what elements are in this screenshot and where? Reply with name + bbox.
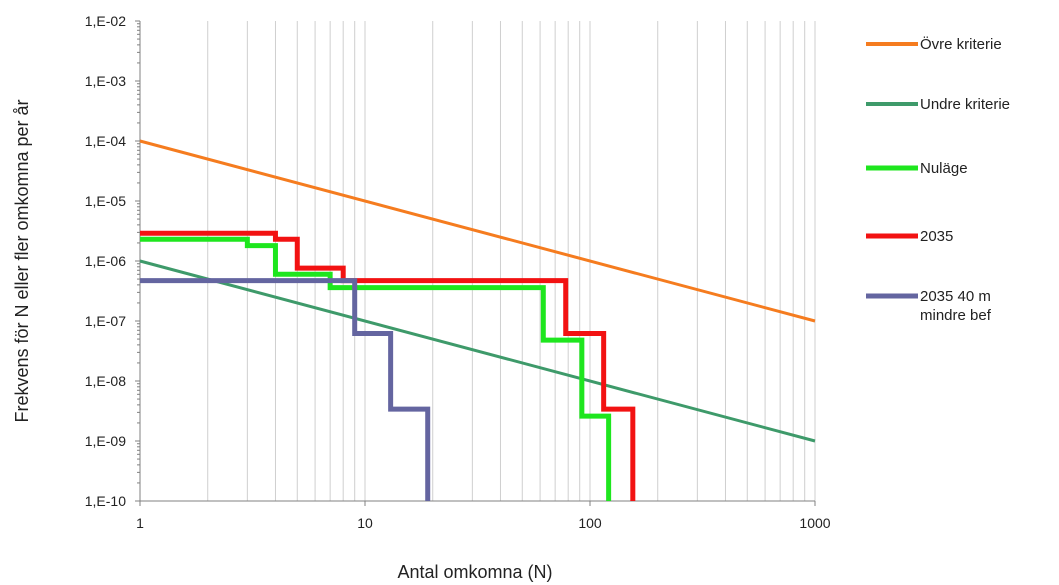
- series-line-3: [140, 236, 612, 501]
- x-axis-title: Antal omkomna (N): [397, 562, 552, 582]
- legend-label-line: mindre bef: [920, 307, 992, 324]
- legend-item-5: 2035 40 m mindre bef: [866, 288, 992, 324]
- axes: [135, 20, 816, 506]
- legend-label: Övre kriterie: [920, 35, 1002, 53]
- y-tick-label: 1,E-08: [85, 373, 126, 389]
- tick-labels: 1,E-02 1,E-03 1,E-04 1,E-05 1,E-06 1,E-07 1,E-…: [85, 13, 831, 531]
- legend-label-line: Undre kriterie: [920, 96, 1010, 113]
- series-line-2: [139, 259, 816, 443]
- legend-label-line: 2035 40 m: [920, 288, 991, 305]
- x-tick-label: 1000: [799, 515, 830, 531]
- legend: Övre kriterie Undre kriterie Nuläge 2035 203…: [866, 35, 1010, 324]
- legend-label: 2035: [920, 228, 953, 245]
- y-tick-label: 1,E-09: [85, 433, 126, 449]
- legend-label-line: 2035: [920, 228, 953, 245]
- y-tick-label: 1,E-06: [85, 253, 126, 269]
- legend-item-3: Nuläge: [866, 160, 968, 177]
- series-line-5: [140, 278, 431, 501]
- legend-label: Undre kriterie: [920, 96, 1010, 113]
- legend-label: 2035 40 m mindre bef: [920, 288, 992, 324]
- y-tick-label: 1,E-04: [85, 133, 126, 149]
- series-line-4: [140, 230, 636, 501]
- legend-label-line: Nuläge: [920, 160, 968, 177]
- y-axis-title: Frekvens för N eller fler omkomna per år: [12, 99, 32, 422]
- y-tick-label: 1,E-03: [85, 73, 126, 89]
- y-tick-label: 1,E-05: [85, 193, 126, 209]
- y-tick-label: 1,E-07: [85, 313, 126, 329]
- y-tick-label: 1,E-02: [85, 13, 126, 29]
- legend-label-line: Övre kriterie: [920, 35, 1002, 53]
- series-line-1: [139, 139, 816, 323]
- series-layer: [139, 139, 816, 501]
- x-tick-label: 1: [136, 515, 144, 531]
- legend-item-1: Övre kriterie: [866, 35, 1002, 53]
- x-tick-label: 10: [357, 515, 373, 531]
- y-tick-label: 1,E-10: [85, 493, 126, 509]
- legend-label: Nuläge: [920, 160, 968, 177]
- legend-item-4: 2035: [866, 228, 953, 245]
- x-tick-label: 100: [578, 515, 602, 531]
- legend-item-2: Undre kriterie: [866, 96, 1010, 113]
